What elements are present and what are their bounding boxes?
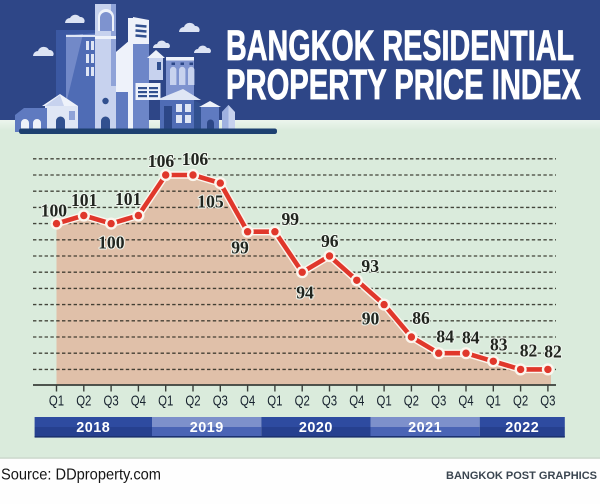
- svg-text:2021: 2021: [408, 420, 442, 436]
- svg-text:Q2: Q2: [185, 394, 200, 410]
- svg-text:Q3: Q3: [431, 394, 446, 410]
- svg-text:Source: DDproperty.com: Source: DDproperty.com: [1, 467, 161, 484]
- svg-text:100: 100: [98, 233, 125, 253]
- svg-text:83: 83: [490, 335, 508, 355]
- svg-text:86: 86: [412, 308, 430, 328]
- svg-text:Q2: Q2: [295, 394, 310, 410]
- svg-text:Q2: Q2: [404, 394, 419, 410]
- svg-text:2018: 2018: [76, 420, 110, 436]
- svg-text:Q1: Q1: [486, 394, 501, 410]
- svg-text:Q1: Q1: [377, 394, 392, 410]
- svg-text:BANGKOK RESIDENTIAL: BANGKOK RESIDENTIAL: [226, 22, 574, 70]
- svg-text:Q2: Q2: [513, 394, 528, 410]
- svg-text:Q3: Q3: [540, 394, 555, 410]
- svg-text:84: 84: [436, 327, 454, 347]
- svg-text:2019: 2019: [190, 420, 224, 436]
- svg-text:Q1: Q1: [49, 394, 64, 410]
- svg-text:101: 101: [71, 190, 97, 210]
- svg-text:Q1: Q1: [267, 394, 282, 410]
- svg-text:Q4: Q4: [349, 394, 364, 410]
- svg-text:Q4: Q4: [458, 394, 473, 410]
- svg-text:Q1: Q1: [158, 394, 173, 410]
- svg-text:94: 94: [296, 282, 314, 302]
- svg-text:106: 106: [148, 151, 175, 171]
- svg-text:96: 96: [321, 231, 339, 251]
- svg-text:PROPERTY PRICE INDEX: PROPERTY PRICE INDEX: [226, 61, 581, 109]
- svg-text:2022: 2022: [505, 420, 539, 436]
- svg-text:Q3: Q3: [213, 394, 228, 410]
- svg-text:Q2: Q2: [76, 394, 91, 410]
- svg-text:100: 100: [41, 200, 68, 220]
- svg-text:Q3: Q3: [322, 394, 337, 410]
- svg-text:106: 106: [182, 149, 209, 169]
- svg-text:99: 99: [231, 237, 249, 257]
- svg-text:105: 105: [197, 192, 224, 212]
- svg-text:101: 101: [115, 189, 141, 209]
- svg-text:2020: 2020: [299, 420, 333, 436]
- svg-text:84: 84: [462, 328, 480, 348]
- svg-text:Q3: Q3: [104, 394, 119, 410]
- svg-text:82: 82: [520, 341, 538, 361]
- svg-text:Q4: Q4: [131, 394, 146, 410]
- svg-text:90: 90: [362, 309, 380, 329]
- svg-text:Q4: Q4: [240, 394, 255, 410]
- svg-text:BANGKOK POST GRAPHICS: BANGKOK POST GRAPHICS: [446, 470, 597, 482]
- svg-text:82: 82: [544, 342, 562, 362]
- svg-text:93: 93: [361, 256, 379, 276]
- svg-text:99: 99: [282, 209, 300, 229]
